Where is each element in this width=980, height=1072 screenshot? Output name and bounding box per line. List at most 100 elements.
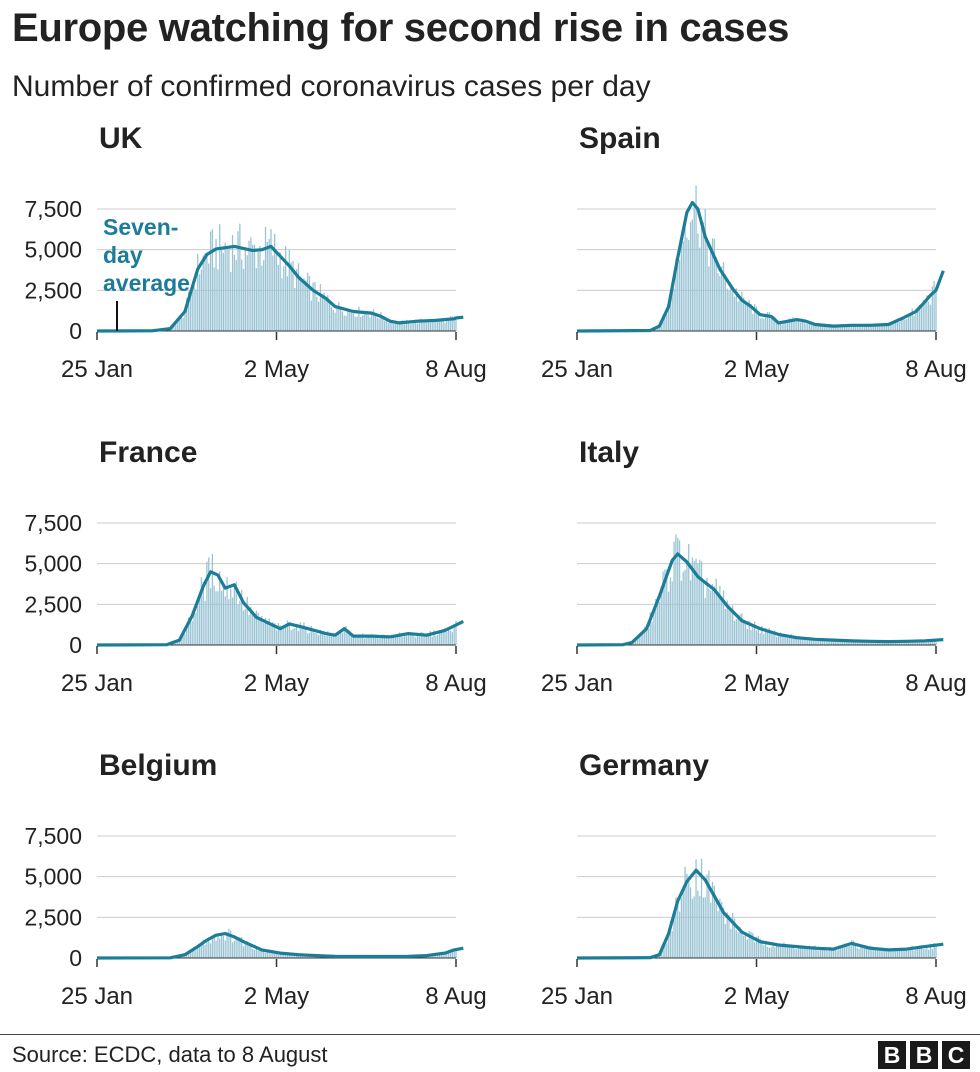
daily-bar [283, 953, 285, 958]
daily-bar [261, 265, 263, 331]
daily-bar [865, 324, 868, 331]
daily-bar [215, 239, 217, 331]
daily-bar [198, 274, 201, 331]
daily-bar [721, 902, 723, 958]
daily-bar [863, 945, 866, 958]
daily-bar [175, 642, 177, 645]
daily-bar [710, 590, 712, 645]
daily-bar [706, 874, 708, 958]
daily-bar [228, 248, 230, 331]
daily-bar [732, 912, 734, 958]
daily-bar [711, 238, 714, 331]
daily-bar [931, 639, 933, 645]
daily-bar [176, 320, 179, 331]
daily-bar [347, 309, 349, 331]
daily-bar [198, 593, 201, 645]
daily-bar [272, 255, 274, 331]
daily-bar [352, 313, 355, 331]
daily-bar [781, 324, 783, 331]
daily-bar [724, 923, 727, 958]
daily-bar [713, 885, 716, 958]
daily-bar [830, 640, 833, 645]
daily-bar [325, 635, 327, 645]
daily-bar [323, 633, 325, 645]
daily-bar [770, 947, 772, 958]
daily-bar [700, 858, 703, 958]
daily-bar [283, 266, 285, 331]
daily-bar [770, 317, 772, 331]
daily-bar [321, 294, 323, 331]
daily-bar [382, 318, 384, 331]
daily-bar [863, 324, 866, 331]
daily-bar [885, 642, 888, 645]
daily-bar [316, 633, 318, 645]
daily-bar [259, 245, 261, 331]
daily-bar [440, 954, 442, 958]
daily-bar [735, 618, 737, 645]
daily-bar [673, 288, 675, 331]
daily-bar [422, 322, 424, 331]
daily-bar [279, 953, 281, 958]
panel-france: France 0 2,500 5,000 7,500 25 Jan 2 May 8 Aug [24, 436, 486, 697]
daily-bar [451, 948, 453, 958]
daily-bar [286, 954, 289, 958]
daily-bar [860, 323, 862, 331]
daily-bar [371, 314, 373, 331]
daily-bar [913, 950, 915, 958]
daily-bar [202, 581, 204, 645]
daily-bar [195, 612, 197, 645]
daily-bar [746, 628, 748, 645]
daily-bar [711, 881, 714, 958]
daily-bar [865, 641, 868, 645]
daily-bar [829, 325, 831, 331]
daily-bar [242, 268, 245, 331]
daily-bar [759, 318, 761, 331]
daily-bar [387, 636, 389, 645]
daily-bar [889, 642, 891, 645]
daily-bar [389, 639, 391, 645]
daily-bar [765, 943, 767, 958]
daily-bar [761, 317, 763, 331]
daily-bar [909, 949, 911, 958]
daily-bar [211, 938, 214, 958]
seven-day-average-line [576, 552, 944, 647]
daily-bar [394, 635, 397, 645]
daily-bar [722, 262, 725, 331]
daily-bar [290, 262, 292, 331]
daily-bar [402, 320, 404, 331]
daily-bar [816, 638, 818, 645]
daily-bar [664, 569, 666, 645]
daily-bar [230, 588, 232, 645]
daily-bar [704, 897, 706, 958]
daily-bar [319, 284, 322, 331]
daily-bar [735, 288, 737, 331]
daily-bar [669, 577, 672, 645]
daily-bar [810, 947, 813, 958]
daily-bar [860, 641, 862, 645]
daily-bar [400, 320, 402, 331]
daily-bar [827, 641, 829, 645]
daily-bar [363, 312, 366, 331]
daily-bar [281, 953, 283, 958]
daily-bar [634, 638, 637, 645]
daily-bar [693, 561, 695, 645]
daily-bar [841, 326, 844, 331]
daily-bar [730, 610, 732, 645]
daily-bar [889, 324, 891, 331]
daily-bar [656, 327, 659, 331]
daily-bar [372, 309, 375, 331]
y-tick-label: 5,000 [24, 237, 82, 263]
bbc-logo-letter: C [942, 1041, 970, 1069]
daily-bar [444, 322, 446, 331]
daily-bar [393, 323, 395, 331]
daily-bar [308, 632, 311, 645]
annotation-label: average [103, 270, 190, 296]
daily-bar [200, 577, 203, 645]
daily-bar [772, 945, 774, 958]
daily-bar [887, 325, 890, 331]
daily-bar [211, 553, 214, 645]
daily-bar [433, 955, 435, 958]
daily-bar [277, 623, 279, 645]
daily-bar [763, 945, 765, 958]
daily-bar [761, 940, 763, 958]
